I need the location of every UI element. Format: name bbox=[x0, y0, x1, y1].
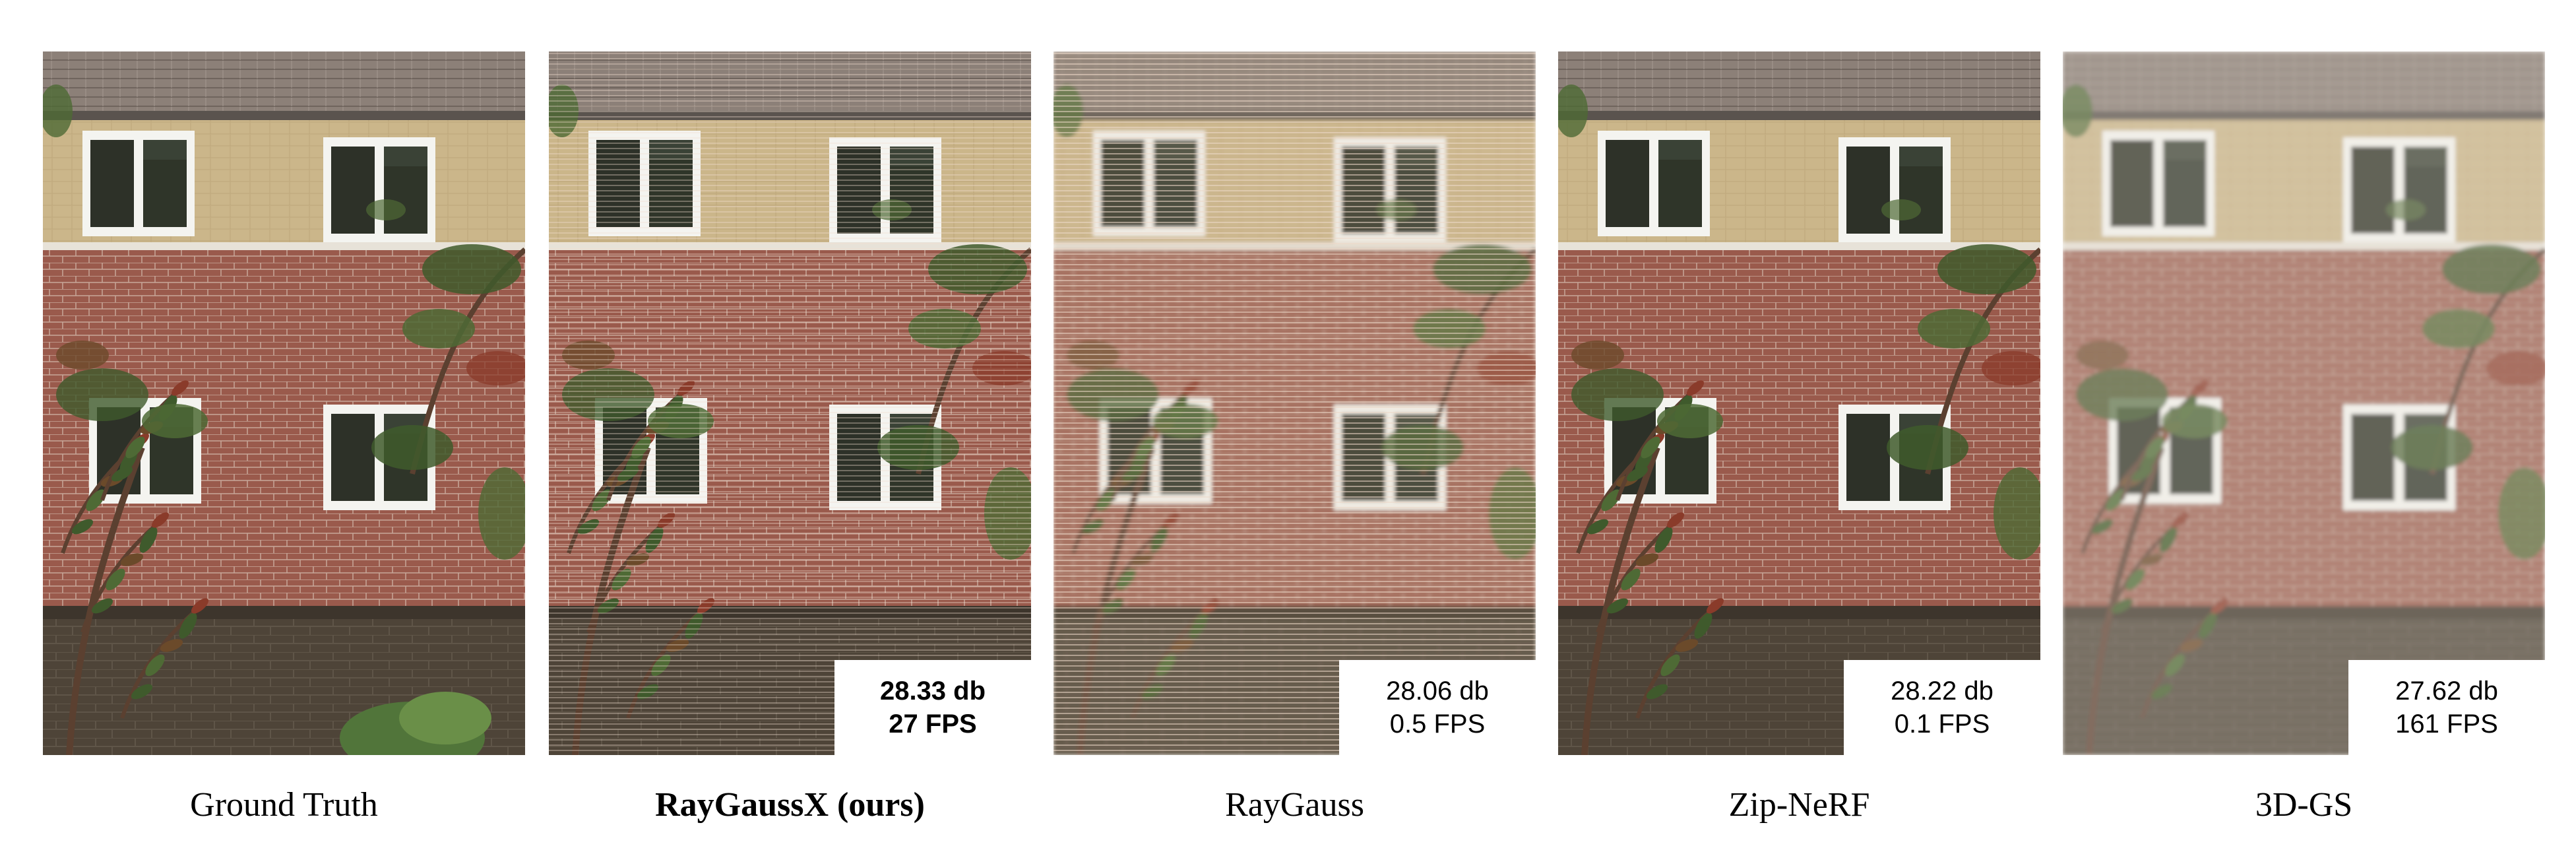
caption-3d-gs: 3D-GS bbox=[2255, 786, 2353, 824]
scene-image bbox=[1053, 51, 1536, 755]
metric-box: 27.62 db 161 FPS bbox=[2348, 660, 2545, 755]
scene-image bbox=[2063, 51, 2545, 755]
scene-image bbox=[1558, 51, 2040, 755]
caption-raygaussx: RayGaussX (ours) bbox=[655, 786, 925, 824]
panel-3d-gs: 27.62 db 161 FPS bbox=[2063, 51, 2545, 755]
fps-value: 161 FPS bbox=[2395, 710, 2498, 739]
panel-raygauss: 28.06 db 0.5 FPS bbox=[1053, 51, 1536, 755]
psnr-value: 28.06 db bbox=[1386, 676, 1489, 706]
metric-box: 28.22 db 0.1 FPS bbox=[1844, 660, 2040, 755]
fps-value: 27 FPS bbox=[889, 710, 977, 739]
caption-raygauss: RayGauss bbox=[1225, 786, 1364, 824]
panel-zip-nerf: 28.22 db 0.1 FPS bbox=[1558, 51, 2040, 755]
psnr-value: 28.33 db bbox=[879, 676, 986, 706]
metric-box: 28.33 db 27 FPS bbox=[834, 660, 1031, 755]
scene-image bbox=[549, 51, 1031, 755]
metric-box: 28.06 db 0.5 FPS bbox=[1339, 660, 1536, 755]
fps-value: 0.5 FPS bbox=[1389, 710, 1486, 739]
panel-raygaussx: 28.33 db 27 FPS bbox=[549, 51, 1031, 755]
psnr-value: 28.22 db bbox=[1891, 676, 1994, 706]
panel-ground-truth bbox=[43, 51, 525, 755]
scene-image bbox=[43, 51, 525, 755]
fps-value: 0.1 FPS bbox=[1894, 710, 1990, 739]
caption-ground-truth: Ground Truth bbox=[190, 786, 378, 824]
caption-zip-nerf: Zip-NeRF bbox=[1728, 786, 1870, 824]
psnr-value: 27.62 db bbox=[2395, 676, 2498, 706]
